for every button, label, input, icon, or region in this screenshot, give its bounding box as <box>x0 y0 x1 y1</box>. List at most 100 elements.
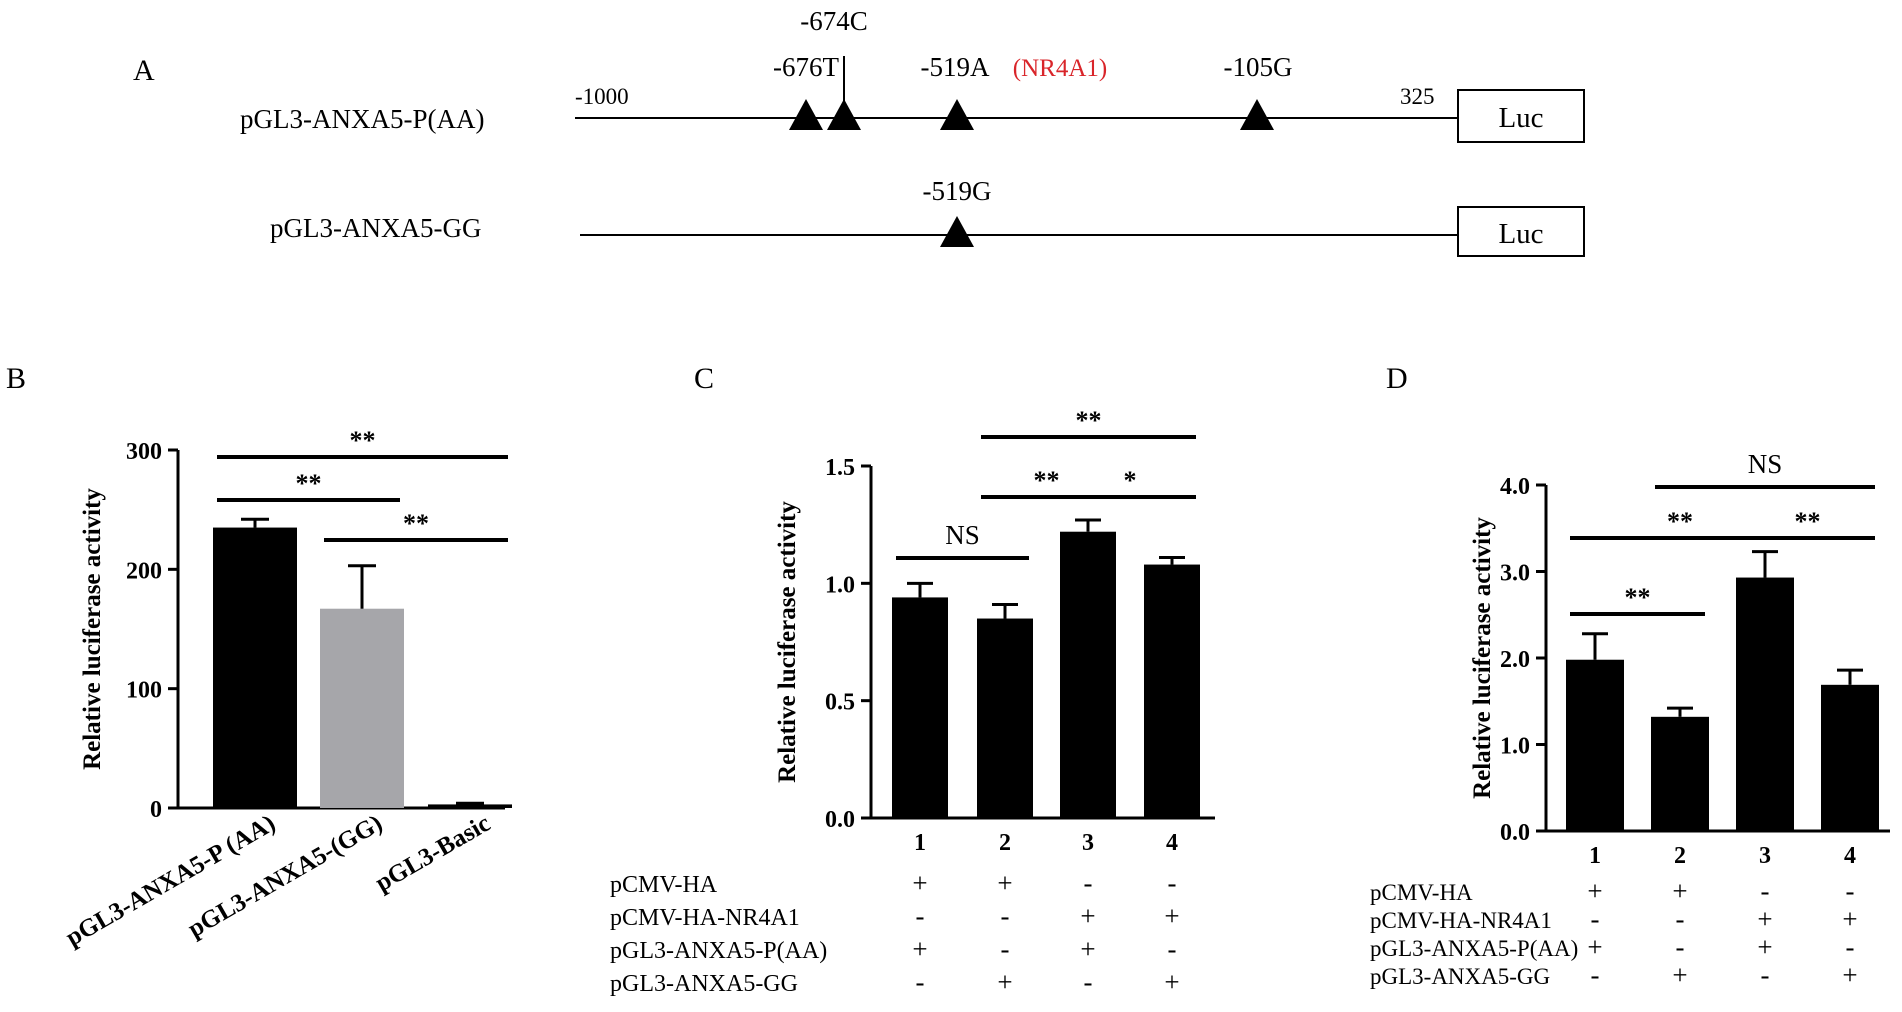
y-tick-label: 0.5 <box>825 690 855 716</box>
condition-mark: - <box>1001 934 1010 964</box>
x-tick-label: 1 <box>1589 843 1601 869</box>
site-label-674c: -674C <box>800 6 868 36</box>
construct-2-name: pGL3-ANXA5-GG <box>270 213 481 243</box>
condition-mark: + <box>1672 960 1687 990</box>
condition-row-label: pCMV-HA <box>610 872 718 898</box>
x-tick-label: 4 <box>1166 830 1178 856</box>
site-marker-676t <box>789 99 823 130</box>
condition-mark: - <box>1168 868 1177 898</box>
bar <box>428 804 512 808</box>
significance-label: NS <box>1748 449 1783 479</box>
condition-mark: - <box>1676 932 1685 962</box>
y-tick-label: 100 <box>126 678 162 704</box>
x-tick-label: 3 <box>1759 843 1771 869</box>
construct-2-luc-box <box>1457 206 1585 257</box>
x-tick-label: 3 <box>1082 830 1094 856</box>
site-annotation-nr4a1: (NR4A1) <box>1013 55 1107 82</box>
panel-c: C 0.0 0.5 1.0 1.5 Relative luciferase activi… <box>610 362 1215 997</box>
condition-mark: + <box>1842 904 1857 934</box>
x-tick-label: pGL3-ANXA5-(GG) <box>183 810 387 943</box>
site-marker-105g <box>1240 99 1274 130</box>
condition-mark: + <box>1587 876 1602 906</box>
x-tick-label: 2 <box>999 830 1011 856</box>
bar <box>1060 531 1116 818</box>
bar <box>977 618 1033 818</box>
condition-mark: + <box>1164 967 1179 997</box>
bar <box>1736 577 1794 831</box>
y-tick-label: 200 <box>126 558 162 584</box>
condition-mark: - <box>1761 876 1770 906</box>
condition-mark: - <box>1001 901 1010 931</box>
y-tick-label: 1.0 <box>1500 734 1530 760</box>
condition-mark: + <box>997 967 1012 997</box>
x-tick-label: 1 <box>914 830 926 856</box>
condition-mark: + <box>1757 932 1772 962</box>
bar <box>1821 684 1879 831</box>
y-tick-label: 0.0 <box>1500 820 1530 846</box>
construct-1-start-label: -1000 <box>575 84 629 109</box>
condition-row-label: pGL3-ANXA5-GG <box>1370 964 1550 989</box>
condition-mark: - <box>1676 904 1685 934</box>
site-label-519a: -519A <box>921 52 990 82</box>
condition-row-label: pGL3-ANXA5-P(AA) <box>1370 936 1578 961</box>
condition-row-label: pCMV-HA <box>1370 880 1473 905</box>
construct-1-luc-box <box>1457 89 1585 143</box>
condition-mark: + <box>912 934 927 964</box>
x-tick-label: 4 <box>1844 843 1856 869</box>
x-tick-label: 2 <box>1674 843 1686 869</box>
construct-1-name: pGL3-ANXA5-P(AA) <box>240 104 484 134</box>
site-marker-519a <box>940 99 974 130</box>
y-axis-title: Relative luciferase activity <box>79 488 106 770</box>
y-tick-label: 4.0 <box>1500 474 1530 500</box>
bar <box>213 527 297 808</box>
bar <box>892 597 948 818</box>
significance-label: ** <box>1667 507 1693 536</box>
bar <box>1651 716 1709 831</box>
condition-mark: + <box>997 868 1012 898</box>
significance-label: ** <box>350 426 376 455</box>
condition-mark: - <box>916 901 925 931</box>
significance-label: ** <box>1076 406 1102 435</box>
condition-mark: + <box>1080 901 1095 931</box>
condition-row-label: pGL3-ANXA5-GG <box>610 971 798 997</box>
site-marker-519g <box>940 216 974 247</box>
condition-mark: - <box>1168 934 1177 964</box>
significance-label: NS <box>945 520 980 550</box>
y-axis-title: Relative luciferase activity <box>1469 517 1496 799</box>
significance-label: ** <box>403 509 429 538</box>
y-tick-label: 300 <box>126 439 162 465</box>
bar <box>1144 564 1200 818</box>
condition-mark: - <box>1846 876 1855 906</box>
site-label-105g: -105G <box>1224 52 1293 82</box>
significance-label: ** <box>1034 466 1060 495</box>
chart-c: 0.0 0.5 1.0 1.5 Relative luciferase activity… <box>610 406 1215 997</box>
significance-label: ** <box>1625 583 1651 612</box>
panel-label-b: B <box>6 362 26 395</box>
panel-b: B 0 100 200 300 Relative luciferase activity… <box>6 362 512 952</box>
condition-mark: + <box>1757 904 1772 934</box>
condition-mark: - <box>1761 960 1770 990</box>
significance-label: * <box>1124 466 1137 495</box>
condition-mark: + <box>912 868 927 898</box>
condition-mark: + <box>1080 934 1095 964</box>
condition-mark: + <box>1672 876 1687 906</box>
x-tick-label: pGL3-ANXA5-P (AA) <box>61 810 280 952</box>
condition-row-label: pCMV-HA-NR4A1 <box>610 905 800 931</box>
condition-mark: - <box>1591 960 1600 990</box>
site-marker-674c <box>827 99 861 130</box>
construct-2-luc-label: Luc <box>1498 218 1543 250</box>
chart-b: 0 100 200 300 Relative luciferase activity pG… <box>61 426 512 952</box>
construct-1-luc-label: Luc <box>1498 102 1543 134</box>
condition-mark: - <box>1591 904 1600 934</box>
bar <box>320 608 404 808</box>
condition-mark: + <box>1587 932 1602 962</box>
condition-mark: - <box>916 967 925 997</box>
panel-label-a: A <box>133 54 155 87</box>
panel-a: A pGL3-ANXA5-P(AA) -1000 325 Luc -676T -… <box>133 6 1585 257</box>
site-label-676t: -676T <box>773 52 839 82</box>
condition-mark: + <box>1842 960 1857 990</box>
bar <box>1566 659 1624 831</box>
condition-mark: - <box>1084 868 1093 898</box>
